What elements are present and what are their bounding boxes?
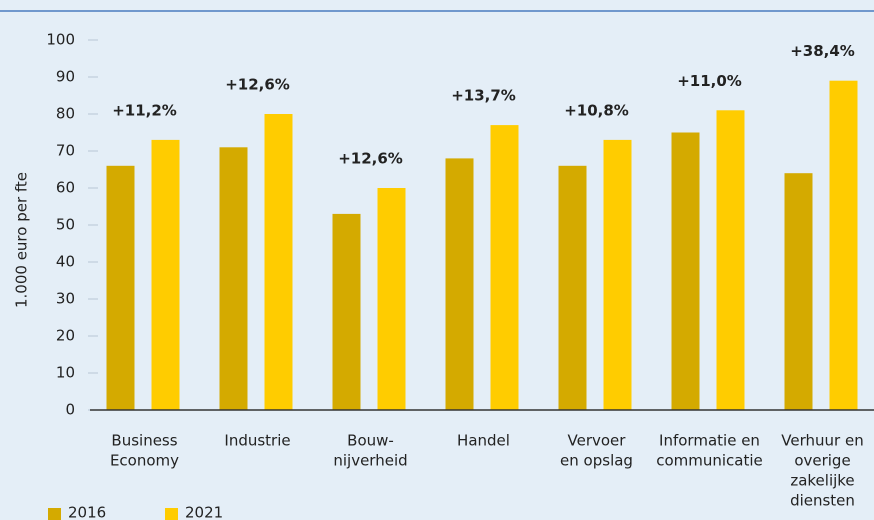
x-tick-label: nijverheid xyxy=(333,452,407,470)
x-tick-label: Industrie xyxy=(224,432,290,450)
y-tick-label: 40 xyxy=(56,253,75,271)
x-tick-label: Handel xyxy=(457,432,510,450)
annotation: +12,6% xyxy=(338,150,403,168)
bar xyxy=(332,213,361,410)
bar xyxy=(106,165,135,410)
bar xyxy=(445,158,474,410)
y-tick-label: 80 xyxy=(56,105,75,123)
bar xyxy=(671,132,700,410)
annotation: +10,8% xyxy=(564,101,629,119)
bar xyxy=(603,139,632,410)
bar xyxy=(829,80,858,410)
y-tick-label: 30 xyxy=(56,290,75,308)
bar xyxy=(264,114,293,410)
x-tick-label: zakelijke xyxy=(790,472,854,490)
legend-label: 2016 xyxy=(68,504,106,520)
bar xyxy=(377,188,406,410)
legend-label: 2021 xyxy=(185,504,223,520)
y-tick-label: 0 xyxy=(65,401,75,419)
bar xyxy=(784,173,813,410)
y-tick-label: 20 xyxy=(56,327,75,345)
annotation: +12,6% xyxy=(225,76,290,94)
annotation: +11,2% xyxy=(112,101,177,119)
legend-swatch xyxy=(48,508,61,520)
y-tick-label: 60 xyxy=(56,179,75,197)
legend-swatch xyxy=(165,508,178,520)
x-tick-label: Informatie en xyxy=(659,432,760,450)
y-tick-label: 100 xyxy=(46,31,75,49)
bar xyxy=(490,125,519,410)
bar xyxy=(219,147,248,411)
x-tick-label: Vervoer xyxy=(568,432,627,450)
x-tick-label: Economy xyxy=(110,452,179,470)
x-tick-label: diensten xyxy=(790,492,855,510)
annotation: +38,4% xyxy=(790,42,855,60)
y-tick-label: 90 xyxy=(56,68,75,86)
x-tick-label: overige xyxy=(794,452,850,470)
x-tick-label: Business xyxy=(111,432,177,450)
bar xyxy=(716,110,745,411)
x-tick-label: Bouw- xyxy=(347,432,394,450)
x-tick-label: Verhuur en xyxy=(781,432,863,450)
bar xyxy=(151,139,180,410)
x-tick-label: en opslag xyxy=(560,452,633,470)
y-tick-label: 70 xyxy=(56,142,75,160)
y-tick-label: 10 xyxy=(56,364,75,382)
annotation: +13,7% xyxy=(451,87,516,105)
y-tick-label: 50 xyxy=(56,216,75,234)
x-tick-label: communicatie xyxy=(656,452,763,470)
y-axis-label: 1.000 euro per fte xyxy=(13,172,31,308)
annotation: +11,0% xyxy=(677,72,742,90)
bar xyxy=(558,165,587,410)
